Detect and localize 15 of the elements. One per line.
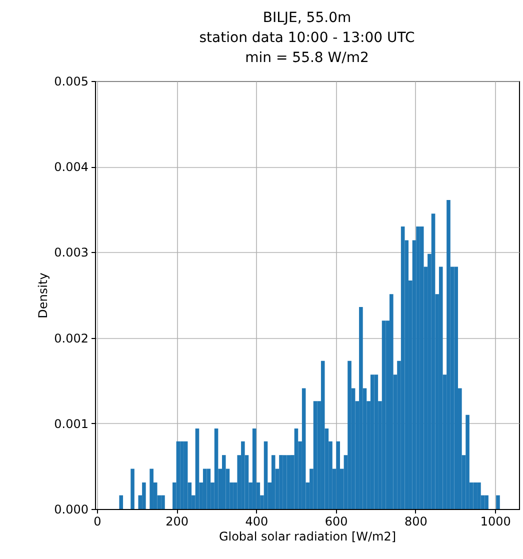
- y-tick-label: 0.003: [54, 246, 88, 260]
- x-tick-label: 1000: [480, 514, 511, 528]
- y-tick-label: 0.005: [54, 74, 88, 88]
- x-tick-label: 400: [245, 514, 268, 528]
- y-tick-label: 0.004: [54, 160, 88, 174]
- y-tick-label: 0.000: [54, 502, 88, 516]
- x-tick-label: 600: [324, 514, 348, 528]
- x-tick-label: 0: [94, 514, 102, 528]
- y-tick-label: 0.001: [54, 416, 88, 431]
- y-tick-label: 0.002: [54, 331, 88, 346]
- x-axis-title: Global solar radiation [W/m2]: [218, 530, 396, 544]
- x-tick-label: 800: [404, 514, 428, 528]
- x-tick-label: 200: [166, 514, 189, 528]
- chart-title: BILJE, 55.0m station data 10:00 - 13:00 UTC min = 55.8 W/m2: [199, 10, 415, 66]
- y-axis-title: Density: [36, 272, 50, 318]
